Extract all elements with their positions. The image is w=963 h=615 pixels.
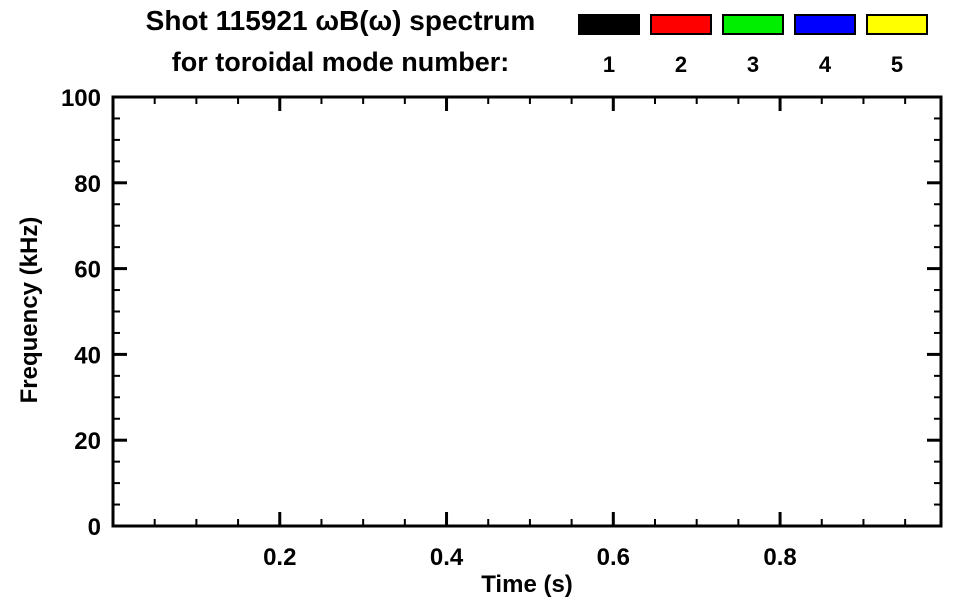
- legend-swatch-4: [794, 14, 856, 35]
- x-tick-label: 0.2: [263, 544, 296, 571]
- chart-subtitle: for toroidal mode number:: [171, 47, 510, 77]
- y-tick-label: 80: [74, 171, 101, 198]
- y-tick-label: 60: [74, 257, 101, 284]
- legend-swatch-1: [578, 14, 640, 35]
- legend-label-3: 3: [746, 52, 760, 77]
- legend-labels: 1 2 3 4 5: [578, 52, 928, 78]
- x-tick-label: 0.8: [763, 544, 796, 571]
- legend-label-4: 4: [818, 52, 832, 77]
- y-tick-label: 100: [61, 85, 101, 112]
- x-axis-title: Time (s): [481, 571, 573, 598]
- legend-swatch-2: [650, 14, 712, 35]
- y-axis-title: Frequency (kHz): [16, 216, 43, 404]
- legend-swatch-5: [866, 14, 928, 35]
- legend-label-5: 5: [890, 52, 904, 77]
- legend-swatch-3: [722, 14, 784, 35]
- x-tick-label: 0.4: [430, 544, 464, 571]
- y-tick-label: 20: [74, 428, 101, 455]
- y-tick-label: 40: [74, 342, 101, 369]
- x-tick-label: 0.6: [597, 544, 630, 571]
- legend-label-2: 2: [674, 52, 688, 77]
- legend-swatches: [578, 14, 928, 35]
- chart-title: Shot 115921 ωB(ω) spectrum: [145, 5, 536, 36]
- y-tick-label: 0: [88, 514, 101, 541]
- plot-frame: [111, 95, 943, 528]
- legend-label-1: 1: [602, 52, 616, 77]
